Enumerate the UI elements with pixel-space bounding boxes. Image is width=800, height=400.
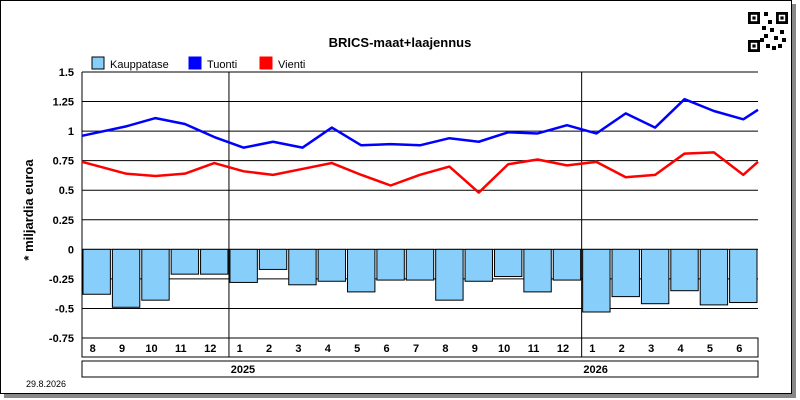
bar (288, 248, 317, 286)
bar (229, 248, 258, 283)
x-tick-label: 9 (119, 343, 125, 355)
legend-swatch (259, 56, 273, 70)
y-tick-label: 0.5 (59, 185, 74, 197)
x-tick-label: 10 (498, 343, 510, 355)
x-tick-label: 11 (175, 343, 187, 355)
bar (111, 248, 141, 308)
x-tick-label: 11 (528, 343, 540, 355)
x-tick-label: 6 (384, 343, 390, 355)
y-tick-label: 1.5 (59, 67, 74, 79)
y-axis-label: * miljardia euroa (21, 159, 36, 261)
x-axis-box (81, 337, 759, 358)
bar (170, 248, 200, 275)
x-tick-label: 1 (589, 343, 595, 355)
bar (200, 248, 229, 275)
bar (729, 248, 758, 304)
x-tick-label: 5 (707, 343, 713, 355)
x-tick-label: 12 (557, 343, 569, 355)
bar (552, 248, 582, 281)
y-tick-label: 1.25 (53, 97, 74, 109)
bar (611, 248, 640, 298)
bar (699, 248, 729, 306)
bar (670, 248, 699, 292)
bar (376, 248, 405, 281)
legend-label: Tuonti (207, 59, 237, 71)
legend-swatch (91, 56, 105, 70)
year-label: 2025 (231, 364, 255, 376)
bar (405, 248, 435, 281)
legend-swatch (188, 56, 202, 70)
x-tick-label: 1 (237, 343, 243, 355)
x-tick-label: 7 (413, 343, 419, 355)
bar (582, 248, 611, 313)
x-tick-label: 8 (442, 343, 448, 355)
bar (464, 248, 493, 282)
bar (347, 248, 376, 293)
bar (82, 248, 111, 295)
y-tick-label: -0.5 (55, 303, 74, 315)
x-tick-label: 6 (736, 343, 742, 355)
bar (317, 248, 347, 282)
y-tick-label: 0.25 (53, 215, 74, 227)
x-tick-label: 5 (354, 343, 360, 355)
series-line-tuonti (81, 97, 759, 149)
legend-label: Kauppatase (110, 59, 169, 71)
date-label: 29.8.2026 (26, 379, 66, 389)
bar (523, 248, 552, 293)
x-tick-label: 10 (145, 343, 157, 355)
series-line-vienti (81, 151, 759, 194)
bar (493, 248, 523, 278)
year-box (81, 360, 759, 378)
bar (141, 248, 170, 301)
y-tick-label: 1 (68, 126, 74, 138)
x-tick-label: 8 (90, 343, 96, 355)
year-label: 2026 (583, 364, 607, 376)
x-tick-label: 3 (648, 343, 654, 355)
chart-title: BRICS-maat+laajennus (329, 35, 472, 50)
qr-code-icon (748, 12, 788, 52)
y-tick-label: 0.75 (53, 156, 74, 168)
legend: Kauppatase Tuonti Vienti (91, 56, 305, 71)
x-tick-label: 4 (325, 343, 332, 355)
bar (258, 248, 288, 270)
legend-label: Vienti (278, 59, 305, 71)
x-tick-label: 4 (677, 343, 684, 355)
y-tick-label: -0.25 (49, 274, 74, 286)
bar (640, 248, 670, 305)
x-tick-label: 9 (472, 343, 478, 355)
x-tick-label: 12 (204, 343, 216, 355)
y-tick-label: -0.75 (49, 333, 74, 345)
bar (435, 248, 464, 301)
x-tick-label: 2 (266, 343, 272, 355)
y-tick-label: 0 (68, 244, 74, 256)
chart-frame (0, 0, 792, 394)
x-tick-label: 3 (295, 343, 301, 355)
x-tick-label: 2 (619, 343, 625, 355)
